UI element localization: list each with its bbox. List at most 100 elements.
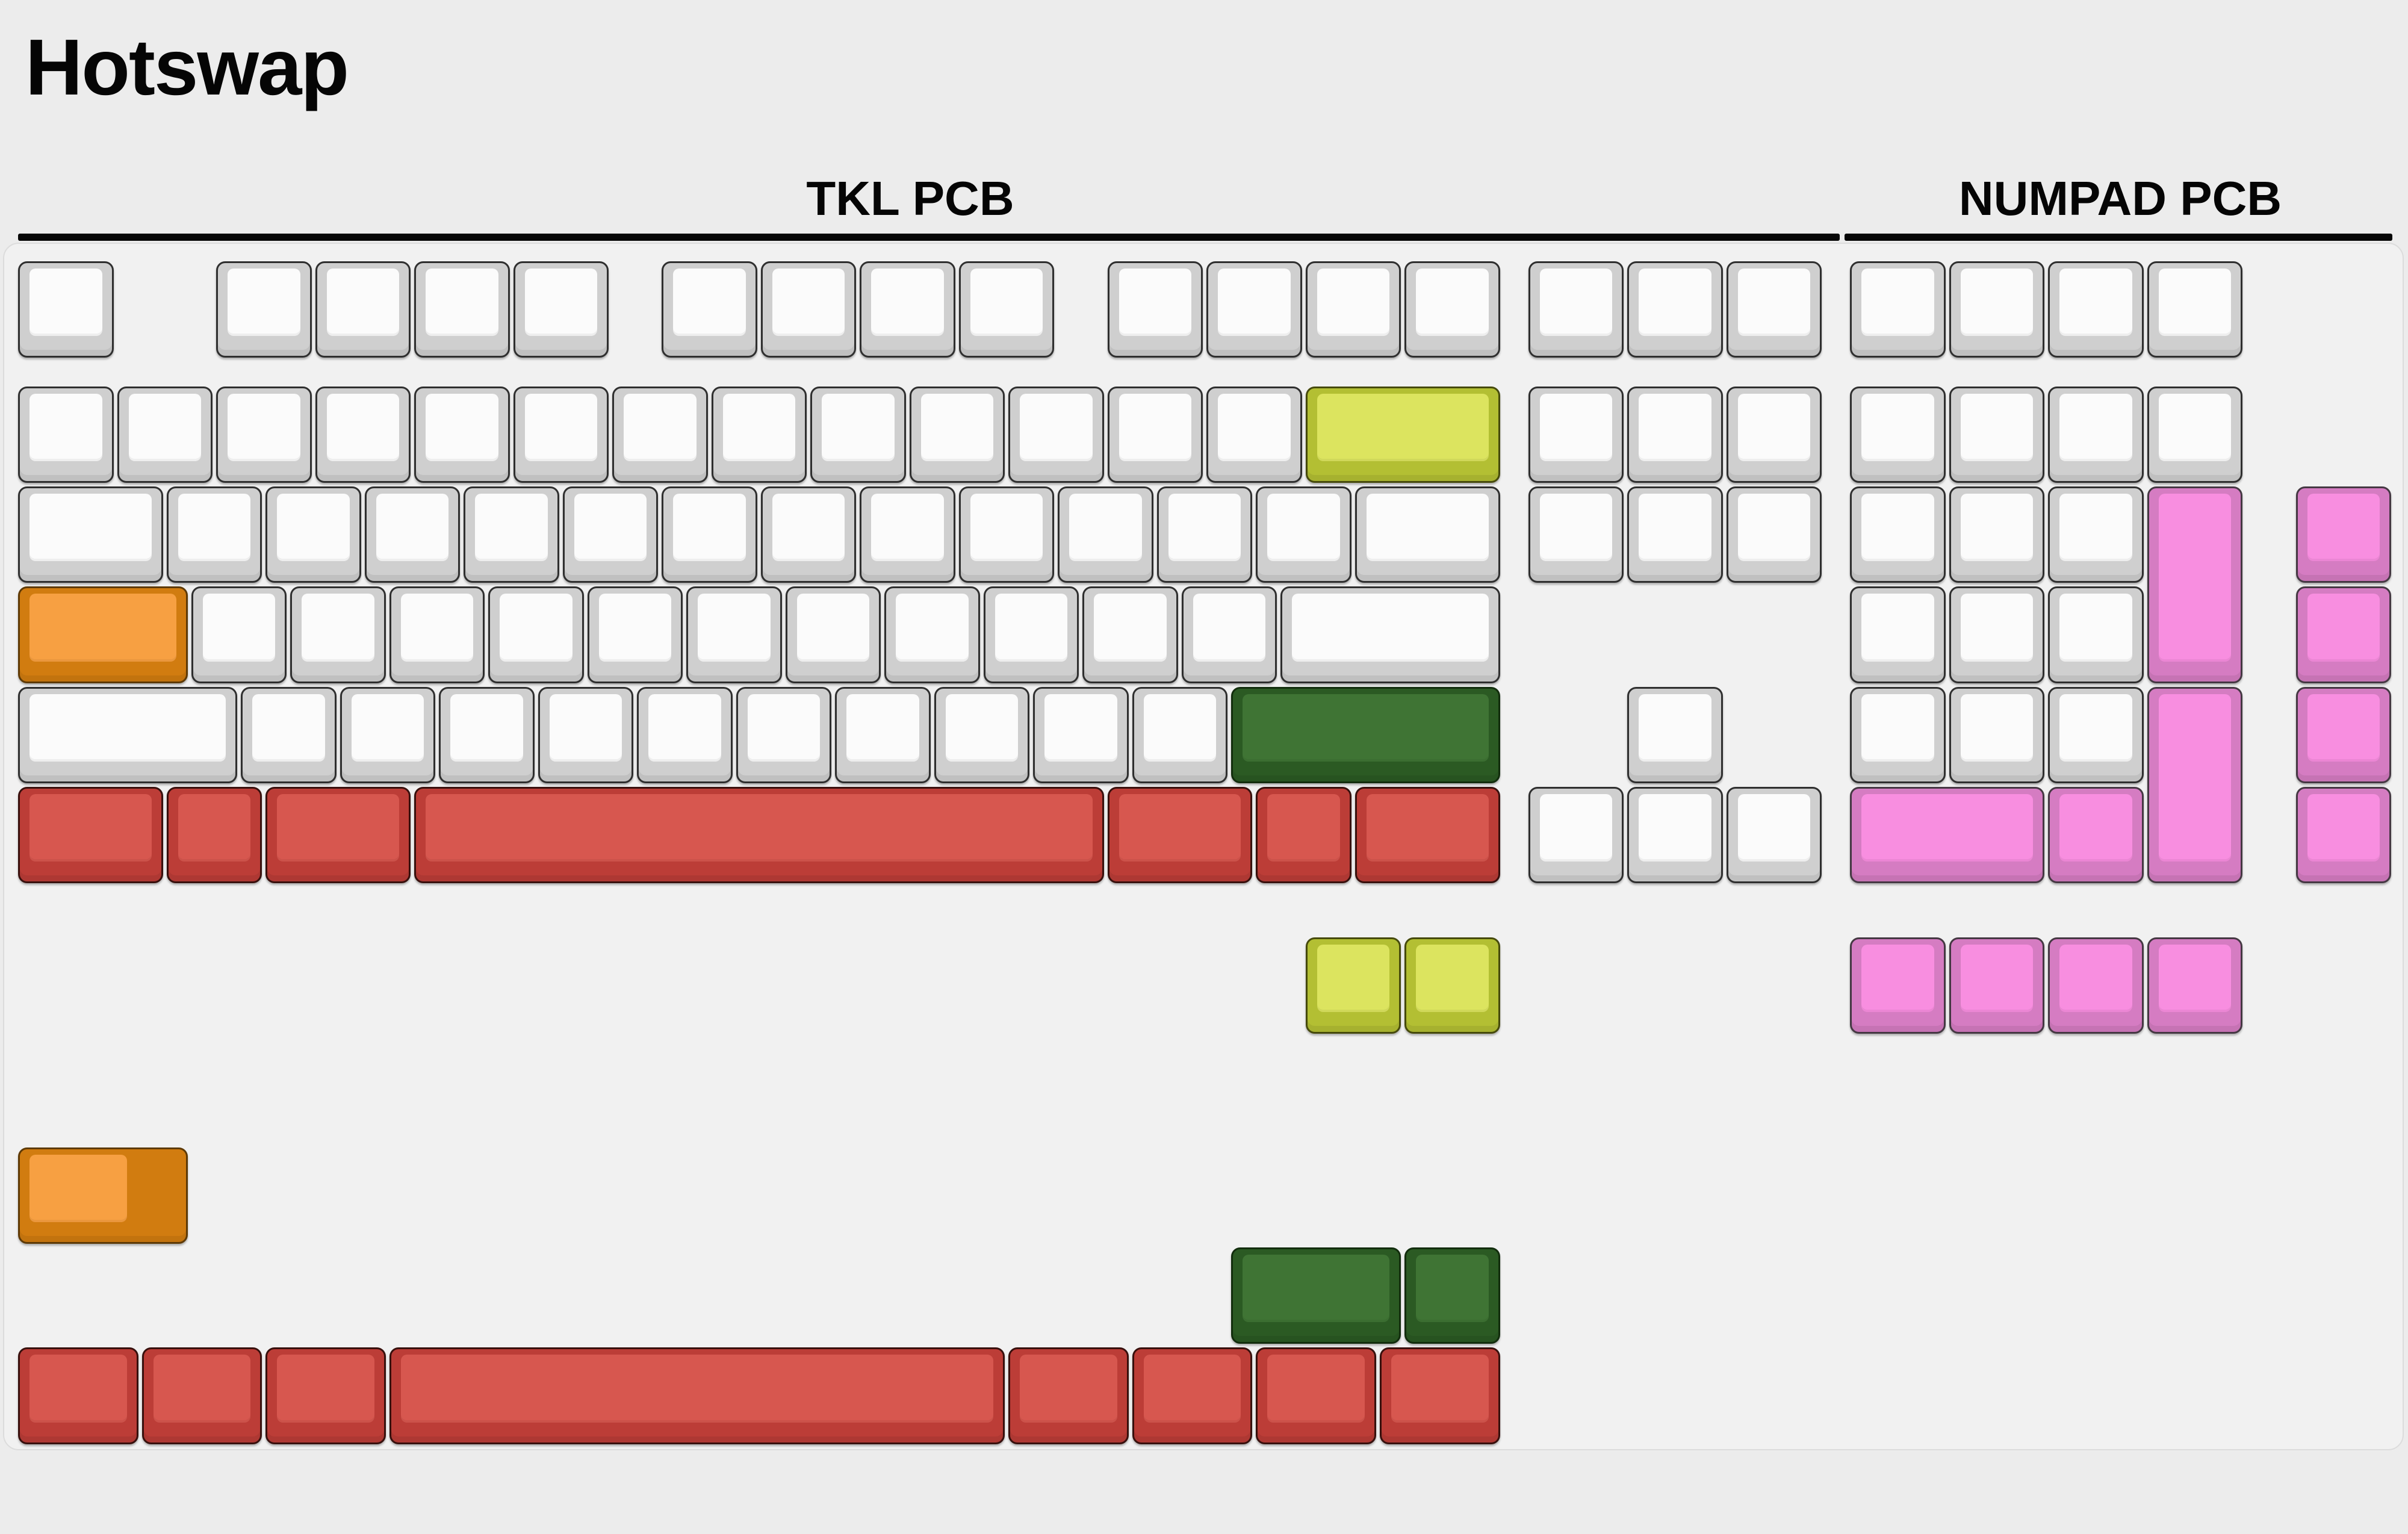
keycap-top-surface <box>500 594 573 662</box>
keycap-white <box>1726 486 1822 583</box>
keycap-top-surface <box>1539 794 1613 862</box>
keycap-white <box>1181 586 1277 683</box>
keycap-top-surface <box>1094 594 1167 662</box>
keycap-top-surface <box>1539 393 1613 462</box>
keycap-top-surface <box>475 494 548 562</box>
keycap-white <box>934 686 1030 784</box>
keycap-red <box>389 1347 1005 1444</box>
keycap-yellow <box>1305 937 1401 1034</box>
keycap-top-surface <box>1960 694 2034 762</box>
keycap-white <box>1850 261 1946 358</box>
keycap-white <box>414 386 510 483</box>
keycap-top-surface <box>1737 393 1811 462</box>
keycap-white <box>1008 386 1104 483</box>
keycap-top-surface <box>2059 269 2132 337</box>
keycap-white <box>18 261 114 358</box>
keycap-white <box>2048 586 2144 683</box>
keycap-top-surface <box>29 1355 127 1423</box>
keycap-white <box>860 261 955 358</box>
keycap-white <box>662 261 757 358</box>
keycap-top-surface <box>1539 494 1613 562</box>
keycap-top-surface <box>2307 594 2380 662</box>
keycap-top-surface <box>796 594 870 662</box>
keycap-top-surface <box>1539 269 1613 337</box>
keycap-red <box>1132 1347 1253 1444</box>
numpad-pcb-heading: NUMPAD PCB <box>1958 172 2282 225</box>
keycap-white <box>1726 787 1822 884</box>
keycap-top-surface <box>351 694 424 762</box>
keycap-white <box>983 586 1079 683</box>
keycap-white <box>1280 586 1500 683</box>
keycap-top-surface <box>549 694 622 762</box>
keycap-top-surface <box>2158 694 2232 862</box>
keycap-top-surface <box>400 1355 993 1423</box>
keycap-pink <box>1949 937 2045 1034</box>
keycap-top-surface <box>1267 494 1340 562</box>
keycap-white <box>439 686 535 784</box>
keycap-top-surface <box>772 494 845 562</box>
keycap-top-surface <box>1416 269 1489 337</box>
keycap-top-surface <box>574 494 647 562</box>
keycap-pink <box>2147 686 2243 884</box>
keycap-top-surface <box>822 393 895 462</box>
keycap-top-surface <box>2307 794 2380 862</box>
keycap-white <box>488 586 584 683</box>
keycap-top-surface <box>1737 269 1811 337</box>
keycap-top-surface <box>896 594 969 662</box>
keycap-white <box>835 686 931 784</box>
keycap-top-surface <box>624 393 697 462</box>
keycap-top-surface <box>1639 494 1711 562</box>
keycap-top-surface <box>1119 393 1191 462</box>
keycap-top-surface <box>524 269 597 337</box>
keycap-red <box>1256 787 1351 884</box>
keycap-pink <box>1850 937 1946 1034</box>
keycap-white <box>216 261 312 358</box>
keycap-top-surface <box>1639 794 1711 862</box>
keycap-top-surface <box>29 1154 127 1223</box>
keycap-white <box>538 686 634 784</box>
keycap-red <box>166 787 262 884</box>
keycap-white <box>216 386 312 483</box>
keycap-pink <box>2147 937 2243 1034</box>
keycap-white <box>760 486 857 583</box>
keycap-white <box>2048 386 2144 483</box>
keycap-pink <box>2295 686 2391 784</box>
keycap-white <box>1256 486 1351 583</box>
keycap-top-surface <box>920 393 993 462</box>
keycap-top-surface <box>524 393 597 462</box>
keycap-white <box>662 486 757 583</box>
keycap-top-surface <box>326 269 399 337</box>
keycap-pink <box>2295 486 2391 583</box>
keycap-top-surface <box>1267 1355 1365 1423</box>
keycap-white <box>2048 486 2144 583</box>
keycap-top-surface <box>1737 794 1811 862</box>
keycap-top-surface <box>1218 393 1291 462</box>
keycap-top-surface <box>1020 393 1093 462</box>
keycap-top-surface <box>1639 269 1711 337</box>
keycap-top-surface <box>1119 269 1191 337</box>
keycap-red <box>414 787 1104 884</box>
keycap-top-surface <box>450 694 523 762</box>
keycap-top-surface <box>178 494 251 562</box>
keycap-white <box>1850 386 1946 483</box>
tkl-underline <box>18 234 1840 241</box>
keycap-top-surface <box>2158 494 2232 662</box>
keycap-white <box>364 486 461 583</box>
numpad-underline <box>1845 234 2392 241</box>
keycap-top-surface <box>29 494 152 562</box>
keycap-top-surface <box>1020 1355 1117 1423</box>
keycap-white <box>1033 686 1129 784</box>
keycap-top-surface <box>1317 944 1389 1012</box>
keycap-top-surface <box>29 794 152 862</box>
keycap-pink <box>1850 787 2045 884</box>
keycap-white <box>166 486 262 583</box>
keycap-red <box>1354 787 1500 884</box>
keycap-white <box>414 261 510 358</box>
keycap-top-surface <box>945 694 1019 762</box>
keycap-top-surface <box>426 393 498 462</box>
keycap-top-surface <box>29 694 226 762</box>
keycap-top-surface <box>2059 494 2132 562</box>
keycap-white <box>2048 261 2144 358</box>
keycap-top-surface <box>772 269 845 337</box>
keycap-top-surface <box>1317 269 1389 337</box>
